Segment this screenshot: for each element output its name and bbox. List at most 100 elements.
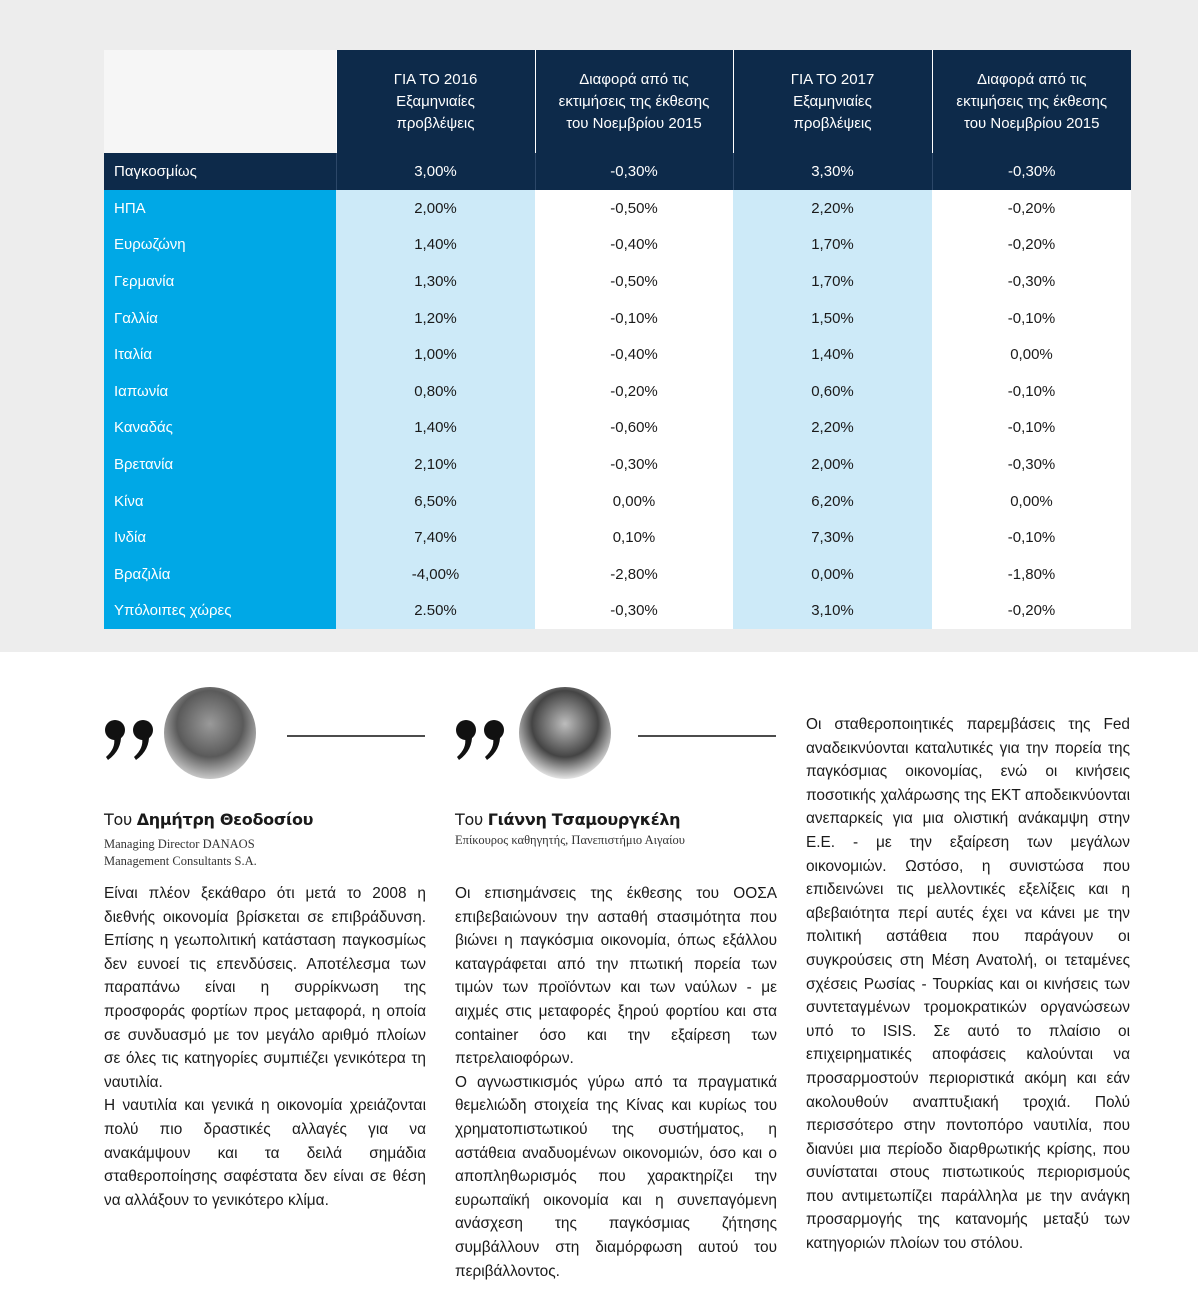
table-row: Καναδάς 1,40% -0,60% 2,20% -0,10% xyxy=(104,409,1131,447)
header-line: προβλέψεις xyxy=(396,114,475,132)
row-label: Γαλλία xyxy=(104,299,336,337)
cell: -0,40% xyxy=(535,336,733,373)
header-row: ΓΙΑ ΤΟ 2016 Εξαμηνιαίες προβλέψεις Διαφορά … xyxy=(104,50,1131,153)
cell: 1,00% xyxy=(336,336,535,373)
cell: 2,00% xyxy=(336,190,535,227)
cell: 0,10% xyxy=(535,519,733,556)
table-row: Βραζιλία -4,00% -2,80% 0,00% -1,80% xyxy=(104,555,1131,593)
author-role: Επίκουρος καθηγητής, Πανεπιστήμιο Αιγαίο… xyxy=(455,832,685,849)
header-line: προβλέψεις xyxy=(793,114,872,132)
table-row: Ιταλία 1,00% -0,40% 1,40% 0,00% xyxy=(104,336,1131,373)
cell: -0,30% xyxy=(931,153,1131,190)
cell: 0,80% xyxy=(336,372,535,410)
row-label: Ιταλία xyxy=(104,336,336,373)
cell: 1,40% xyxy=(733,336,932,373)
header-blank xyxy=(104,50,336,153)
cell: 0,00% xyxy=(733,555,932,593)
table-row: Υπόλοιπες χώρες 2.50% -0,30% 3,10% -0,20% xyxy=(104,592,1131,630)
row-label: Υπόλοιπες χώρες xyxy=(104,592,336,630)
cell: -0,20% xyxy=(932,190,1131,227)
author-role: Managing Director DANAOS Management Consu… xyxy=(104,836,257,870)
cell: 3,30% xyxy=(732,153,932,190)
table-row: Ευρωζώνη 1,40% -0,40% 1,70% -0,20% xyxy=(104,226,1131,264)
cell: 1,50% xyxy=(733,299,932,337)
table-body: Παγκοσμίως 3,00% -0,30% 3,30% -0,30% ΗΠΑ 2,00%… xyxy=(104,153,1131,630)
cell: 2,20% xyxy=(733,190,932,227)
table-row: Παγκοσμίως 3,00% -0,30% 3,30% -0,30% xyxy=(104,153,1131,190)
header-line: εκτιμήσεις της έκθεσης xyxy=(558,92,710,110)
cell: 1,70% xyxy=(733,226,932,264)
cell: -0,30% xyxy=(932,446,1131,483)
cell: 7,40% xyxy=(336,519,535,556)
paragraph: Οι σταθεροποιητικές παρεμβάσεις της Fed … xyxy=(806,716,1130,1253)
cell: 6,50% xyxy=(336,482,535,520)
row-label: ΗΠΑ xyxy=(104,190,336,227)
cell: 0,60% xyxy=(733,372,932,410)
cell: -0,30% xyxy=(535,446,733,483)
author-photo xyxy=(164,687,256,779)
cell: 6,20% xyxy=(733,482,932,520)
header-line: Διαφορά από τις xyxy=(977,70,1087,88)
header-line: Εξαμηνιαίες xyxy=(793,92,872,110)
cell: -0,40% xyxy=(535,226,733,264)
cell: -0,30% xyxy=(535,592,733,630)
header-cell: ΓΙΑ ΤΟ 2016 Εξαμηνιαίες προβλέψεις xyxy=(335,50,535,153)
header-cell: Διαφορά από τις εκτιμήσεις της έκθεσης του… xyxy=(534,50,733,153)
cell: -0,20% xyxy=(932,592,1131,630)
cell: 0,00% xyxy=(535,482,733,520)
author-photo xyxy=(519,687,611,779)
row-label: Ιαπωνία xyxy=(104,372,336,410)
cell: -0,60% xyxy=(535,409,733,447)
row-label: Παγκοσμίως xyxy=(104,153,336,190)
row-label: Ευρωζώνη xyxy=(104,226,336,264)
role-line: Επίκουρος καθηγητής, Πανεπιστήμιο Αιγαίο… xyxy=(455,833,685,847)
cell: -0,30% xyxy=(534,153,733,190)
table-row: Βρετανία 2,10% -0,30% 2,00% -0,30% xyxy=(104,446,1131,483)
quote-mark xyxy=(456,720,504,760)
header-cell: Διαφορά από τις εκτιμήσεις της έκθεσης του… xyxy=(931,50,1131,153)
paragraph: Οι επισημάνσεις της έκθεσης του ΟΟΣΑ επι… xyxy=(455,885,777,1068)
cell: 2.50% xyxy=(336,592,535,630)
cell: 3,10% xyxy=(733,592,932,630)
row-label: Βρετανία xyxy=(104,446,336,483)
author-prefix: Του xyxy=(104,810,132,829)
row-label: Καναδάς xyxy=(104,409,336,447)
cell: 1,20% xyxy=(336,299,535,337)
cell: 1,70% xyxy=(733,263,932,300)
cell: -0,10% xyxy=(535,299,733,337)
row-label: Βραζιλία xyxy=(104,555,336,593)
text-column: Οι σταθεροποιητικές παρεμβάσεις της Fed … xyxy=(806,713,1130,1256)
cell: -0,10% xyxy=(932,409,1131,447)
cell: -0,50% xyxy=(535,190,733,227)
cell: -0,20% xyxy=(535,372,733,410)
table-row: Ινδία 7,40% 0,10% 7,30% -0,10% xyxy=(104,519,1131,556)
cell: -0,20% xyxy=(932,226,1131,264)
cell: 3,00% xyxy=(335,153,535,190)
cell: 1,40% xyxy=(336,226,535,264)
quote-mark xyxy=(105,720,153,760)
header-cell: ΓΙΑ ΤΟ 2017 Εξαμηνιαίες προβλέψεις xyxy=(732,50,932,153)
paragraph: Είναι πλέον ξεκάθαρο ότι μετά το 2008 η … xyxy=(104,885,426,1091)
cell: 2,20% xyxy=(733,409,932,447)
author: Του Γιάννη Τσαμουργκέλη xyxy=(455,810,681,829)
cell: -0,10% xyxy=(932,519,1131,556)
author-name: Γιάννη Τσαμουργκέλη xyxy=(487,810,681,829)
row-label: Ινδία xyxy=(104,519,336,556)
header-line: Διαφορά από τις xyxy=(579,70,689,88)
table-row: Γαλλία 1,20% -0,10% 1,50% -0,10% xyxy=(104,299,1131,337)
cell: 2,00% xyxy=(733,446,932,483)
cell: -1,80% xyxy=(932,555,1131,593)
text-column: Είναι πλέον ξεκάθαρο ότι μετά το 2008 η … xyxy=(104,882,426,1212)
forecast-table: ΓΙΑ ΤΟ 2016 Εξαμηνιαίες προβλέψεις Διαφορά … xyxy=(104,50,1131,630)
paragraph: Η ναυτιλία και γενικά η οικονομία χρειάζ… xyxy=(104,1097,426,1209)
role-line: Management Consultants S.A. xyxy=(104,854,257,868)
table-row: Κίνα 6,50% 0,00% 6,20% 0,00% xyxy=(104,482,1131,520)
role-line: Managing Director DANAOS xyxy=(104,837,255,851)
header-line: Εξαμηνιαίες xyxy=(396,92,475,110)
row-label: Κίνα xyxy=(104,482,336,520)
author-name: Δημήτρη Θεοδοσίου xyxy=(136,810,314,829)
cell: 2,10% xyxy=(336,446,535,483)
table-row: ΗΠΑ 2,00% -0,50% 2,20% -0,20% xyxy=(104,190,1131,227)
cell: -0,10% xyxy=(932,372,1131,410)
